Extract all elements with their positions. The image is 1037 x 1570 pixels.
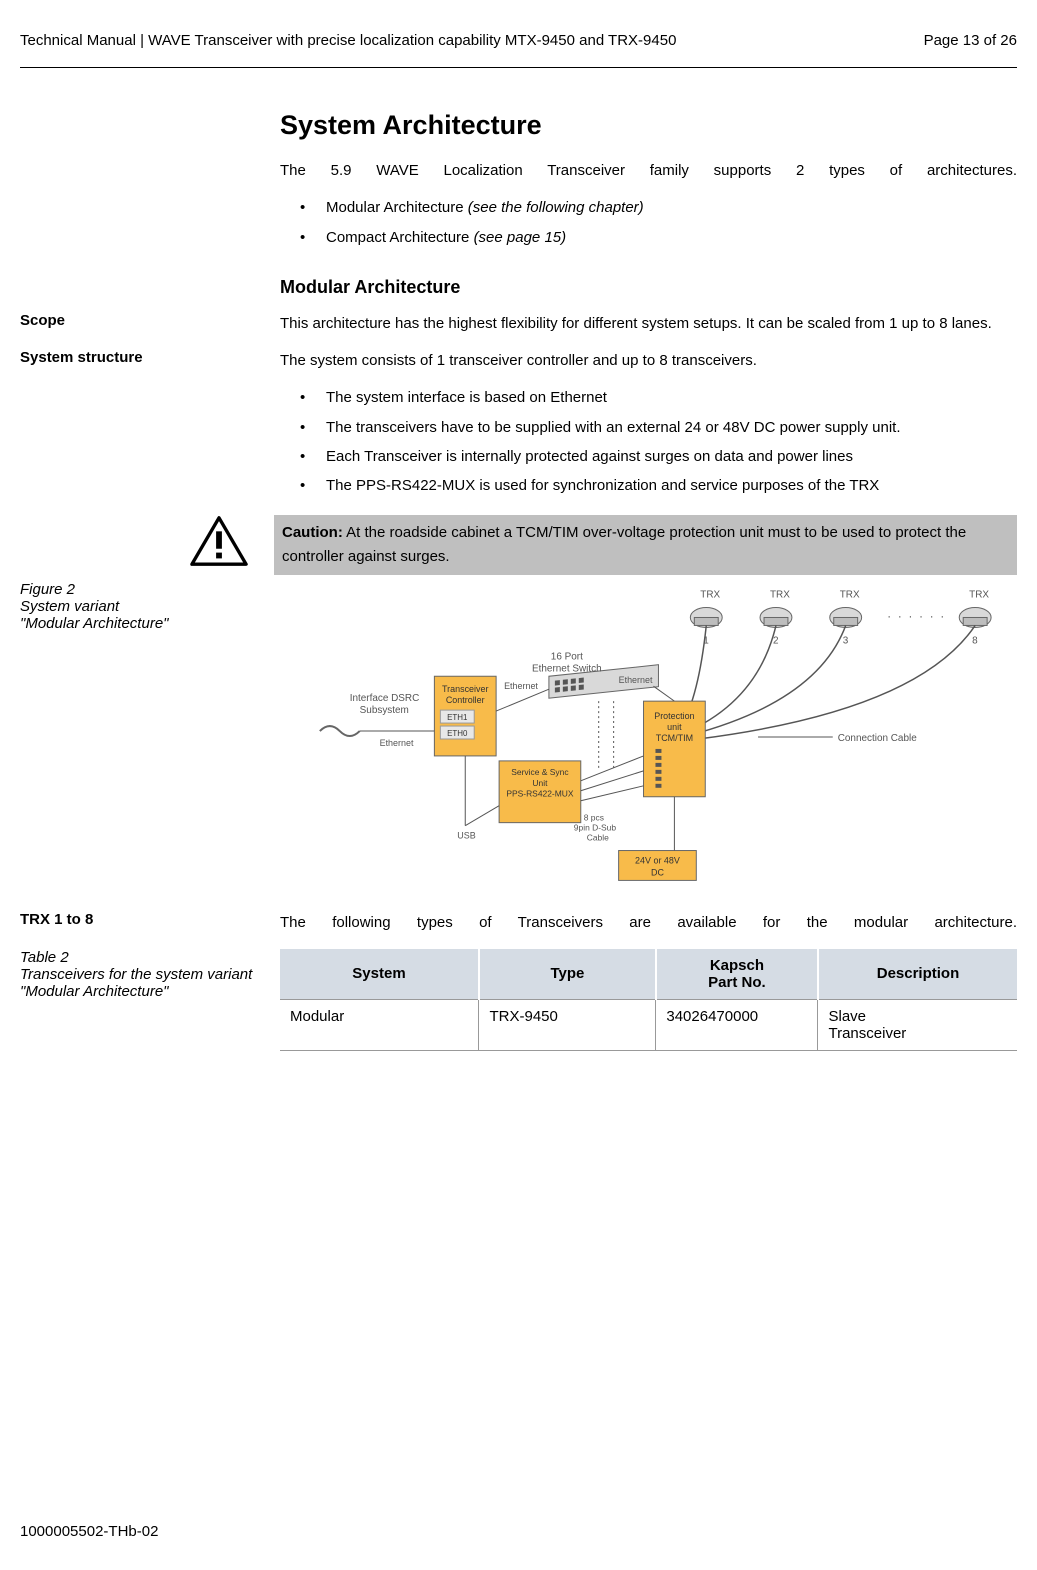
td-type: TRX-9450 <box>479 999 656 1050</box>
intro-text: The 5.9 WAVE Localization Transceiver fa… <box>280 159 1017 182</box>
architecture-diagram: TRX 1 TRX 2 TRX <box>280 581 1017 891</box>
svg-text:Interface DSRC: Interface DSRC <box>350 693 420 704</box>
svg-text:Transceiver: Transceiver <box>442 684 488 694</box>
scope-label: Scope <box>20 312 280 349</box>
caution-box: Caution: At the roadside cabinet a TCM/T… <box>274 515 1017 575</box>
svg-text:USB: USB <box>457 831 475 841</box>
page-header: Technical Manual | WAVE Transceiver with… <box>20 32 1017 68</box>
table-header-row: System Type KapschPart No. Description <box>280 949 1017 1000</box>
footer-docid: 1000005502-THb-02 <box>20 1523 158 1540</box>
svg-text:16 Port: 16 Port <box>551 652 583 663</box>
svg-text:Cable: Cable <box>587 833 609 843</box>
transceiver-table: System Type KapschPart No. Description M… <box>280 949 1017 1051</box>
svg-text:ETH1: ETH1 <box>447 713 468 722</box>
list-item: Each Transceiver is internally protected… <box>308 445 1017 468</box>
list-item: Modular Architecture (see the following … <box>308 196 1017 219</box>
svg-text:DC: DC <box>651 868 664 878</box>
header-left: Technical Manual | WAVE Transceiver with… <box>20 32 676 49</box>
svg-text:24V or 48V: 24V or 48V <box>635 856 680 866</box>
warning-icon <box>190 515 248 567</box>
trx-label: TRX 1 to 8 <box>20 911 280 948</box>
structure-intro: The system consists of 1 transceiver con… <box>280 349 1017 372</box>
svg-text:Protection: Protection <box>654 711 694 721</box>
list-item: The PPS-RS422-MUX is used for synchroniz… <box>308 474 1017 497</box>
th-desc: Description <box>818 949 1017 1000</box>
svg-text:Controller: Controller <box>446 695 485 705</box>
caution-text: At the roadside cabinet a TCM/TIM over-v… <box>282 524 966 565</box>
svg-text:Connection Cable: Connection Cable <box>838 733 917 744</box>
svg-text:8: 8 <box>972 636 978 647</box>
trx-text: The following types of Transceivers are … <box>280 911 1017 934</box>
svg-text:3: 3 <box>843 636 849 647</box>
arch-list: Modular Architecture (see the following … <box>280 196 1017 249</box>
figure-caption: Figure 2 System variant "Modular Archite… <box>20 581 280 911</box>
svg-text:TCM/TIM: TCM/TIM <box>656 733 693 743</box>
td-partno: 34026470000 <box>656 999 818 1050</box>
svg-text:Ethernet: Ethernet <box>504 681 538 691</box>
svg-text:Subsystem: Subsystem <box>360 705 409 716</box>
scope-text: This architecture has the highest flexib… <box>280 312 1017 335</box>
svg-text:Ethernet: Ethernet <box>619 675 653 685</box>
svg-text:9pin D-Sub: 9pin D-Sub <box>574 823 617 833</box>
side-empty <box>20 110 280 312</box>
caution-row: Caution: At the roadside cabinet a TCM/T… <box>20 515 1017 575</box>
trx-label: TRX <box>700 590 720 601</box>
caution-bold: Caution: <box>282 524 343 541</box>
table-caption: Table 2 Transceivers for the system vari… <box>20 949 280 1051</box>
svg-text:unit: unit <box>667 722 682 732</box>
subheading: Modular Architecture <box>280 277 1017 298</box>
list-item: Compact Architecture (see page 15) <box>308 226 1017 249</box>
svg-text:Ethernet: Ethernet <box>380 738 414 748</box>
table-row: Modular TRX-9450 34026470000 SlaveTransc… <box>280 999 1017 1050</box>
svg-text:TRX: TRX <box>969 590 989 601</box>
svg-text:PPS-RS422-MUX: PPS-RS422-MUX <box>506 789 574 799</box>
th-partno: KapschPart No. <box>656 949 818 1000</box>
svg-text:Service & Sync: Service & Sync <box>511 767 568 777</box>
header-right: Page 13 of 26 <box>924 32 1017 49</box>
structure-label: System structure <box>20 349 280 515</box>
structure-list: The system interface is based on Etherne… <box>280 386 1017 497</box>
list-item: The transceivers have to be supplied wit… <box>308 416 1017 439</box>
th-system: System <box>280 949 479 1000</box>
svg-text:Ethernet Switch: Ethernet Switch <box>532 664 602 675</box>
svg-text:. . . . . .: . . . . . . <box>888 607 946 621</box>
svg-text:2: 2 <box>773 636 779 647</box>
page-title: System Architecture <box>280 110 1017 141</box>
svg-text:ETH0: ETH0 <box>447 729 468 738</box>
td-desc: SlaveTransceiver <box>818 999 1017 1050</box>
svg-text:Unit: Unit <box>532 778 548 788</box>
td-system: Modular <box>280 999 479 1050</box>
svg-text:TRX: TRX <box>840 590 860 601</box>
th-type: Type <box>479 949 656 1000</box>
list-item: The system interface is based on Etherne… <box>308 386 1017 409</box>
svg-text:TRX: TRX <box>770 590 790 601</box>
svg-text:8 pcs: 8 pcs <box>584 813 604 823</box>
